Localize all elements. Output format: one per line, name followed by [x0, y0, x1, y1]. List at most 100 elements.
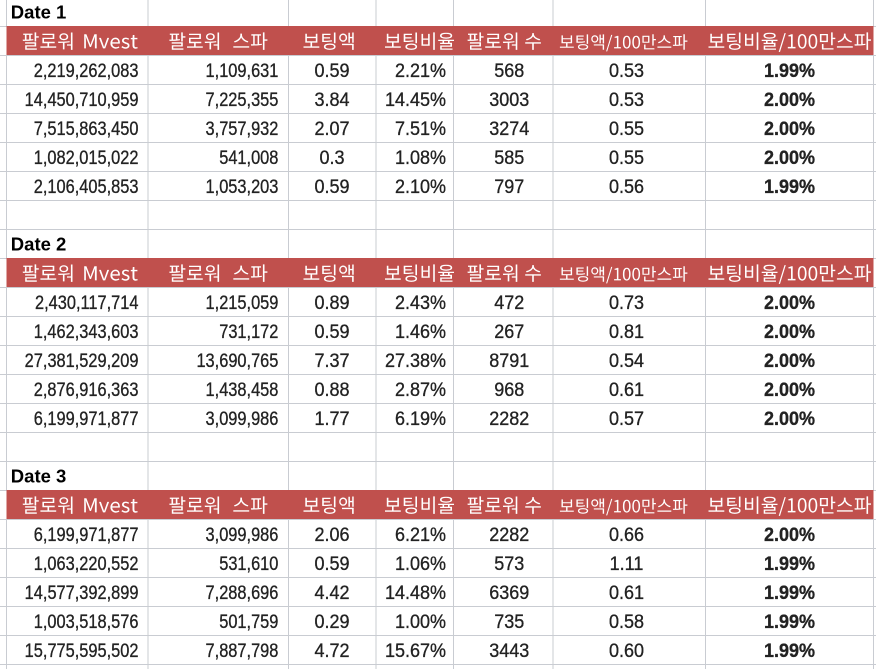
- svg-text:7,288,696: 7,288,696: [206, 582, 279, 604]
- svg-text:13,690,765: 13,690,765: [196, 350, 278, 372]
- svg-text:1,438,458: 1,438,458: [206, 379, 279, 401]
- svg-text:0.73: 0.73: [609, 291, 644, 313]
- svg-text:14,577,392,899: 14,577,392,899: [25, 582, 139, 604]
- svg-text:968: 968: [494, 378, 524, 400]
- svg-text:15,775,595,502: 15,775,595,502: [25, 640, 139, 662]
- svg-text:1.99%: 1.99%: [764, 639, 815, 661]
- svg-text:0.57: 0.57: [609, 407, 644, 429]
- svg-text:2.43%: 2.43%: [395, 291, 446, 313]
- svg-text:1,082,015,022: 1,082,015,022: [34, 147, 139, 169]
- svg-text:1.06%: 1.06%: [395, 552, 446, 574]
- svg-text:0.61: 0.61: [609, 581, 644, 603]
- svg-text:8791: 8791: [489, 349, 529, 371]
- svg-text:568: 568: [494, 59, 524, 81]
- svg-text:2,876,916,363: 2,876,916,363: [34, 379, 139, 401]
- svg-text:7.37: 7.37: [314, 349, 349, 371]
- svg-text:2,430,117,714: 2,430,117,714: [35, 292, 139, 314]
- svg-text:0.3: 0.3: [319, 146, 344, 168]
- svg-text:7,515,863,450: 7,515,863,450: [34, 118, 139, 140]
- svg-text:4.72: 4.72: [314, 639, 349, 661]
- svg-text:2.00%: 2.00%: [764, 320, 815, 342]
- svg-text:7.51%: 7.51%: [395, 117, 446, 139]
- svg-text:1.99%: 1.99%: [764, 581, 815, 603]
- svg-text:Date 3: Date 3: [11, 466, 67, 487]
- svg-text:2.00%: 2.00%: [764, 117, 815, 139]
- svg-text:2,219,262,083: 2,219,262,083: [34, 60, 139, 82]
- svg-text:501,759: 501,759: [219, 611, 278, 633]
- svg-text:735: 735: [494, 610, 524, 632]
- svg-text:3,757,932: 3,757,932: [206, 118, 279, 140]
- svg-text:7,887,798: 7,887,798: [206, 640, 279, 662]
- svg-text:1.11: 1.11: [610, 552, 644, 574]
- svg-text:2.00%: 2.00%: [764, 378, 815, 400]
- svg-text:4.42: 4.42: [314, 581, 349, 603]
- svg-text:0.56: 0.56: [609, 175, 644, 197]
- svg-text:1.99%: 1.99%: [764, 552, 815, 574]
- svg-text:3003: 3003: [489, 88, 529, 110]
- svg-text:3,099,986: 3,099,986: [206, 524, 279, 546]
- svg-text:0.54: 0.54: [609, 349, 644, 371]
- svg-text:1.77: 1.77: [314, 407, 349, 429]
- svg-text:0.66: 0.66: [609, 523, 644, 545]
- svg-text:3274: 3274: [489, 117, 529, 139]
- svg-text:6,199,971,877: 6,199,971,877: [34, 408, 139, 430]
- svg-text:0.89: 0.89: [314, 291, 349, 313]
- svg-text:2.00%: 2.00%: [764, 349, 815, 371]
- svg-text:2.00%: 2.00%: [764, 291, 815, 313]
- svg-text:267: 267: [494, 320, 524, 342]
- svg-text:2282: 2282: [489, 407, 529, 429]
- svg-text:1.99%: 1.99%: [764, 610, 815, 632]
- svg-text:585: 585: [494, 146, 524, 168]
- svg-text:0.59: 0.59: [314, 552, 349, 574]
- svg-text:2,106,405,853: 2,106,405,853: [34, 176, 139, 198]
- svg-text:Date 2: Date 2: [11, 234, 67, 255]
- svg-text:2.06: 2.06: [314, 523, 349, 545]
- svg-text:1.46%: 1.46%: [395, 320, 446, 342]
- svg-text:0.88: 0.88: [314, 378, 349, 400]
- svg-text:472: 472: [494, 291, 524, 313]
- svg-text:0.53: 0.53: [609, 88, 644, 110]
- svg-text:14.48%: 14.48%: [385, 581, 446, 603]
- svg-text:541,008: 541,008: [219, 147, 278, 169]
- svg-text:2.00%: 2.00%: [764, 523, 815, 545]
- svg-text:27,381,529,209: 27,381,529,209: [25, 350, 139, 372]
- svg-text:3.84: 3.84: [314, 88, 349, 110]
- svg-text:0.59: 0.59: [314, 320, 349, 342]
- svg-text:1.99%: 1.99%: [764, 175, 815, 197]
- svg-text:0.55: 0.55: [609, 117, 644, 139]
- svg-text:2.21%: 2.21%: [395, 59, 446, 81]
- svg-text:1.08%: 1.08%: [395, 146, 446, 168]
- svg-text:6,199,971,877: 6,199,971,877: [34, 524, 139, 546]
- svg-text:2.00%: 2.00%: [764, 407, 815, 429]
- svg-text:1,003,518,576: 1,003,518,576: [34, 611, 139, 633]
- svg-text:15.67%: 15.67%: [385, 639, 446, 661]
- svg-text:1,109,631: 1,109,631: [206, 60, 279, 82]
- svg-text:1,215,059: 1,215,059: [206, 292, 279, 314]
- svg-text:6.21%: 6.21%: [395, 523, 446, 545]
- svg-text:531,610: 531,610: [219, 553, 278, 575]
- svg-text:Date 1: Date 1: [11, 2, 67, 23]
- svg-text:1,462,343,603: 1,462,343,603: [34, 321, 139, 343]
- svg-text:2.07: 2.07: [314, 117, 349, 139]
- svg-text:14,450,710,959: 14,450,710,959: [25, 89, 139, 111]
- svg-text:6.19%: 6.19%: [395, 407, 446, 429]
- svg-text:14.45%: 14.45%: [385, 88, 446, 110]
- svg-text:0.58: 0.58: [609, 610, 644, 632]
- svg-text:0.59: 0.59: [314, 59, 349, 81]
- svg-text:2282: 2282: [489, 523, 529, 545]
- svg-text:27.38%: 27.38%: [385, 349, 446, 371]
- svg-text:0.81: 0.81: [609, 320, 644, 342]
- svg-text:2.87%: 2.87%: [395, 378, 446, 400]
- svg-text:0.53: 0.53: [609, 59, 644, 81]
- svg-text:0.60: 0.60: [609, 639, 644, 661]
- svg-text:1.00%: 1.00%: [395, 610, 446, 632]
- svg-text:0.29: 0.29: [314, 610, 349, 632]
- svg-text:573: 573: [494, 552, 524, 574]
- svg-text:0.61: 0.61: [609, 378, 644, 400]
- svg-text:2.00%: 2.00%: [764, 146, 815, 168]
- svg-text:0.59: 0.59: [314, 175, 349, 197]
- svg-text:731,172: 731,172: [219, 321, 278, 343]
- svg-text:797: 797: [494, 175, 524, 197]
- svg-text:0.55: 0.55: [609, 146, 644, 168]
- svg-text:1.99%: 1.99%: [764, 59, 815, 81]
